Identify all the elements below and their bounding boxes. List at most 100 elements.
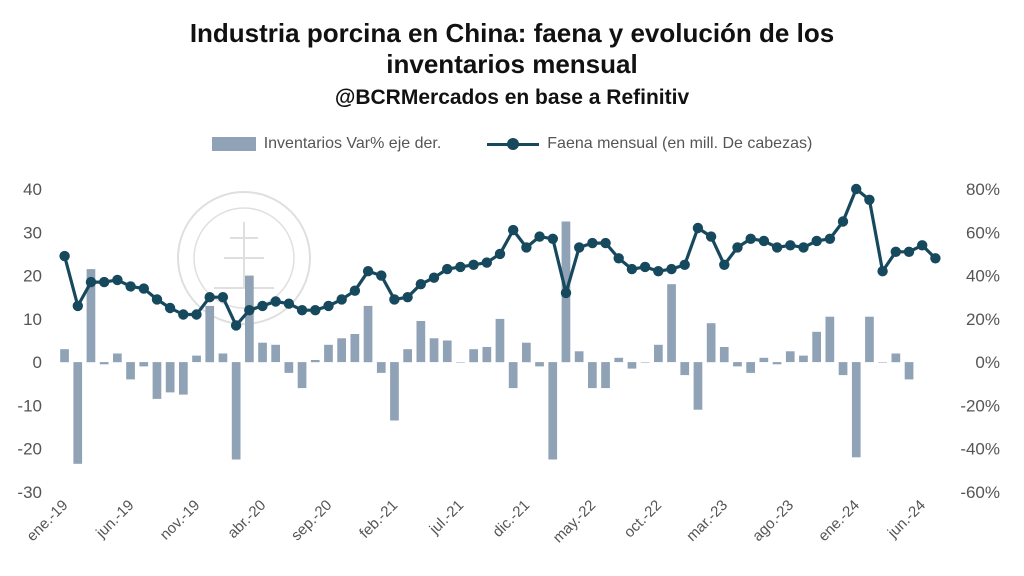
legend-label-faena: Faena mensual (en mill. De cabezas) [547, 135, 813, 152]
inventory-bar [324, 344, 333, 363]
faena-point [692, 222, 704, 234]
right-axis-tick-label: 80% [966, 180, 1000, 199]
inventory-bar [99, 362, 109, 365]
faena-line-series [59, 183, 941, 331]
x-axis-tick-label: abr.-20 [224, 497, 269, 542]
inventory-bar [535, 362, 544, 367]
faena-point [402, 292, 413, 303]
inventory-bar [706, 323, 716, 363]
chart-title: Industria porcina en China: faena y evol… [0, 18, 1024, 80]
faena-point [547, 233, 558, 244]
faena-point [230, 320, 242, 331]
x-axis-tick-label: may.-22 [550, 497, 600, 547]
inventory-bar [416, 321, 426, 363]
inventory-bar [865, 316, 874, 363]
faena-point [785, 240, 796, 251]
faena-point [270, 296, 281, 307]
inventory-bar [825, 316, 835, 363]
inventory-bar [759, 357, 769, 363]
watermark-seal [177, 191, 311, 325]
left-axis-tick-label: -10 [17, 396, 42, 415]
faena-point [428, 272, 440, 283]
faena-point [758, 235, 770, 247]
faena-point [389, 294, 400, 305]
right-axis-tick-label: -60% [960, 483, 1000, 502]
inventory-bar [86, 269, 96, 363]
faena-point [481, 257, 492, 268]
inventory-bar [772, 362, 782, 365]
chart-subtitle: @BCRMercados en base a Refinitiv [334, 86, 690, 109]
inventory-bar [640, 362, 650, 363]
inventory-bar [482, 347, 492, 363]
legend-label-inventarios: Inventarios Var% eje der. [263, 135, 442, 152]
inventory-bar [746, 362, 755, 373]
inventory-bars [60, 221, 914, 464]
x-axis-tick-label: ene.-19 [23, 497, 71, 545]
legend-swatch-line [487, 137, 540, 151]
faena-point [917, 240, 928, 251]
faena-point [851, 183, 862, 195]
faena-point [204, 292, 215, 303]
faena-point [151, 294, 163, 305]
inventory-bar [508, 362, 518, 389]
x-axis-tick-label: jul.-21 [426, 497, 468, 539]
inventory-bar [139, 362, 149, 367]
faena-point [191, 309, 202, 320]
right-axis-tick-label: 40% [966, 267, 1000, 286]
inventory-bar [165, 362, 175, 393]
inventory-bar [574, 351, 584, 363]
inventory-bar [442, 340, 452, 363]
faena-point [613, 253, 624, 264]
inventory-bar [812, 331, 821, 363]
faena-point [890, 246, 901, 257]
inventory-bar [73, 362, 83, 464]
left-axis-tick-label: 30 [23, 223, 42, 242]
inventory-bar [627, 362, 637, 369]
faena-point [349, 285, 361, 296]
inventory-bar [469, 349, 478, 363]
inventory-bar [179, 362, 188, 395]
faena-point [719, 259, 730, 270]
faena-point [455, 261, 466, 273]
x-axis-tick-label: mar.-23 [683, 497, 731, 545]
faena-point [283, 298, 295, 309]
faena-point [468, 259, 479, 270]
legend-swatch-bar [211, 137, 256, 151]
faena-point [639, 261, 651, 273]
inventory-bar [192, 355, 201, 363]
faena-point [99, 276, 110, 288]
faena-point [771, 242, 783, 253]
inventory-bar [60, 349, 69, 363]
faena-point [362, 266, 374, 277]
faena-point [138, 283, 149, 294]
faena-point [442, 263, 453, 275]
inventory-bar [667, 284, 676, 363]
chart-title-line-2: inventarios mensual [386, 49, 638, 79]
faena-point [59, 250, 70, 262]
right-axis-tick-label: -40% [960, 440, 1000, 459]
inventory-bar [654, 344, 663, 363]
inventory-bar [376, 362, 386, 373]
faena-point [903, 246, 915, 257]
inventory-bar [904, 362, 914, 380]
faena-point [560, 287, 572, 299]
inventory-bar [799, 355, 808, 363]
inventory-bar [785, 351, 795, 363]
inventory-bar [113, 353, 122, 363]
faena-point [217, 292, 229, 303]
faena-point [164, 302, 176, 314]
faena-point [244, 305, 255, 316]
legend-item-faena: Faena mensual (en mill. De cabezas) [487, 135, 812, 153]
x-axis-tick-label: sep.-20 [288, 497, 335, 544]
faena-point [705, 231, 717, 242]
inventory-bar [548, 362, 558, 460]
inventory-bar [363, 305, 373, 363]
x-axis-tick-label: feb.-21 [356, 497, 401, 542]
inventory-bar [337, 338, 346, 363]
inventory-bar [284, 362, 294, 373]
faena-point [494, 248, 506, 260]
x-axis-tick-label: oct.-22 [621, 497, 665, 541]
inventory-bar [693, 362, 703, 410]
left-axis-tick-label: 20 [23, 267, 42, 286]
